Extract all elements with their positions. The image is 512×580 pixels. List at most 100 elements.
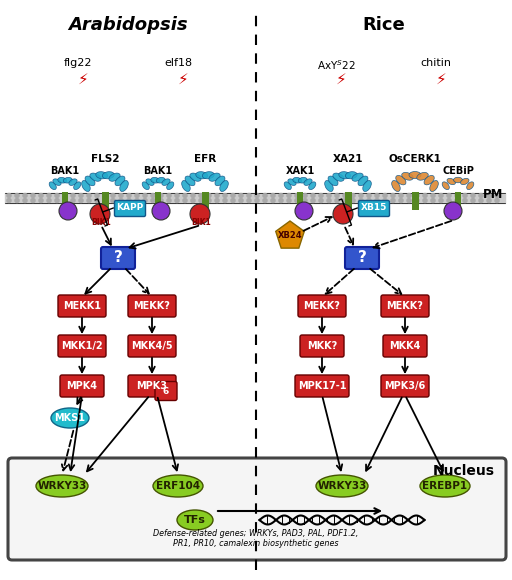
Ellipse shape bbox=[151, 177, 160, 183]
Circle shape bbox=[263, 198, 267, 203]
Ellipse shape bbox=[120, 180, 129, 191]
Circle shape bbox=[343, 193, 348, 198]
Ellipse shape bbox=[466, 182, 474, 190]
Ellipse shape bbox=[156, 177, 165, 183]
Circle shape bbox=[166, 193, 172, 198]
Circle shape bbox=[239, 198, 244, 203]
Circle shape bbox=[111, 193, 116, 198]
Circle shape bbox=[142, 193, 147, 198]
Circle shape bbox=[23, 193, 28, 198]
Circle shape bbox=[303, 198, 308, 203]
Ellipse shape bbox=[153, 475, 203, 497]
Circle shape bbox=[310, 198, 315, 203]
Ellipse shape bbox=[162, 179, 170, 186]
Circle shape bbox=[246, 193, 251, 198]
Circle shape bbox=[367, 198, 372, 203]
Ellipse shape bbox=[352, 173, 363, 182]
Circle shape bbox=[87, 198, 92, 203]
Text: TFs: TFs bbox=[184, 515, 206, 525]
Text: MEKK?: MEKK? bbox=[387, 301, 423, 311]
Ellipse shape bbox=[146, 179, 154, 186]
FancyBboxPatch shape bbox=[297, 192, 303, 207]
Circle shape bbox=[38, 193, 44, 198]
FancyBboxPatch shape bbox=[155, 192, 161, 207]
Circle shape bbox=[334, 193, 339, 198]
FancyBboxPatch shape bbox=[62, 192, 68, 207]
Ellipse shape bbox=[430, 180, 438, 191]
Circle shape bbox=[358, 193, 364, 198]
Ellipse shape bbox=[328, 176, 338, 186]
Circle shape bbox=[59, 202, 77, 220]
Circle shape bbox=[151, 193, 156, 198]
Ellipse shape bbox=[325, 180, 333, 191]
FancyBboxPatch shape bbox=[8, 458, 506, 560]
Text: 6: 6 bbox=[163, 386, 169, 396]
Text: KAPP: KAPP bbox=[116, 204, 144, 212]
Text: chitin: chitin bbox=[420, 58, 452, 68]
Text: EFR: EFR bbox=[194, 154, 216, 164]
Circle shape bbox=[462, 198, 467, 203]
Ellipse shape bbox=[96, 172, 108, 179]
Circle shape bbox=[152, 202, 170, 220]
Circle shape bbox=[334, 198, 339, 203]
FancyBboxPatch shape bbox=[345, 192, 352, 210]
Circle shape bbox=[90, 204, 110, 224]
Ellipse shape bbox=[420, 475, 470, 497]
FancyBboxPatch shape bbox=[128, 375, 176, 397]
Text: MEKK1: MEKK1 bbox=[63, 301, 101, 311]
Text: BAK1: BAK1 bbox=[51, 166, 79, 176]
Circle shape bbox=[223, 193, 227, 198]
Circle shape bbox=[438, 193, 443, 198]
FancyBboxPatch shape bbox=[115, 201, 145, 216]
FancyBboxPatch shape bbox=[300, 335, 344, 357]
Ellipse shape bbox=[209, 173, 220, 182]
Circle shape bbox=[31, 198, 35, 203]
Circle shape bbox=[422, 193, 428, 198]
Circle shape bbox=[54, 198, 59, 203]
Circle shape bbox=[431, 193, 436, 198]
Circle shape bbox=[263, 193, 267, 198]
Circle shape bbox=[199, 193, 203, 198]
Ellipse shape bbox=[409, 172, 421, 179]
Ellipse shape bbox=[215, 176, 225, 186]
Circle shape bbox=[111, 198, 116, 203]
Circle shape bbox=[135, 198, 139, 203]
Circle shape bbox=[367, 193, 372, 198]
FancyBboxPatch shape bbox=[128, 335, 176, 357]
Text: MKS1: MKS1 bbox=[54, 413, 86, 423]
Circle shape bbox=[358, 198, 364, 203]
Circle shape bbox=[471, 198, 476, 203]
Circle shape bbox=[95, 193, 99, 198]
Circle shape bbox=[102, 193, 108, 198]
Circle shape bbox=[495, 198, 500, 203]
Ellipse shape bbox=[82, 180, 90, 191]
Text: MKK4/5: MKK4/5 bbox=[131, 341, 173, 351]
Ellipse shape bbox=[402, 172, 413, 180]
Ellipse shape bbox=[358, 176, 368, 186]
Circle shape bbox=[374, 193, 379, 198]
Circle shape bbox=[279, 198, 284, 203]
Circle shape bbox=[455, 198, 459, 203]
Ellipse shape bbox=[339, 172, 351, 179]
Text: ⚡: ⚡ bbox=[436, 72, 446, 87]
Ellipse shape bbox=[115, 176, 125, 186]
Circle shape bbox=[215, 193, 220, 198]
Circle shape bbox=[327, 193, 331, 198]
Circle shape bbox=[382, 193, 388, 198]
Ellipse shape bbox=[298, 177, 307, 183]
Text: FLS2: FLS2 bbox=[91, 154, 119, 164]
Ellipse shape bbox=[288, 179, 296, 186]
Text: ?: ? bbox=[357, 251, 367, 266]
Circle shape bbox=[47, 198, 52, 203]
Circle shape bbox=[7, 198, 11, 203]
Ellipse shape bbox=[74, 182, 81, 190]
Text: Arabidopsis: Arabidopsis bbox=[68, 16, 188, 34]
Circle shape bbox=[230, 198, 236, 203]
Text: MKK4: MKK4 bbox=[389, 341, 421, 351]
Circle shape bbox=[318, 198, 324, 203]
Text: elf18: elf18 bbox=[164, 58, 192, 68]
FancyBboxPatch shape bbox=[128, 295, 176, 317]
Ellipse shape bbox=[69, 179, 77, 186]
Text: ⚡: ⚡ bbox=[336, 72, 347, 87]
Ellipse shape bbox=[220, 180, 228, 191]
